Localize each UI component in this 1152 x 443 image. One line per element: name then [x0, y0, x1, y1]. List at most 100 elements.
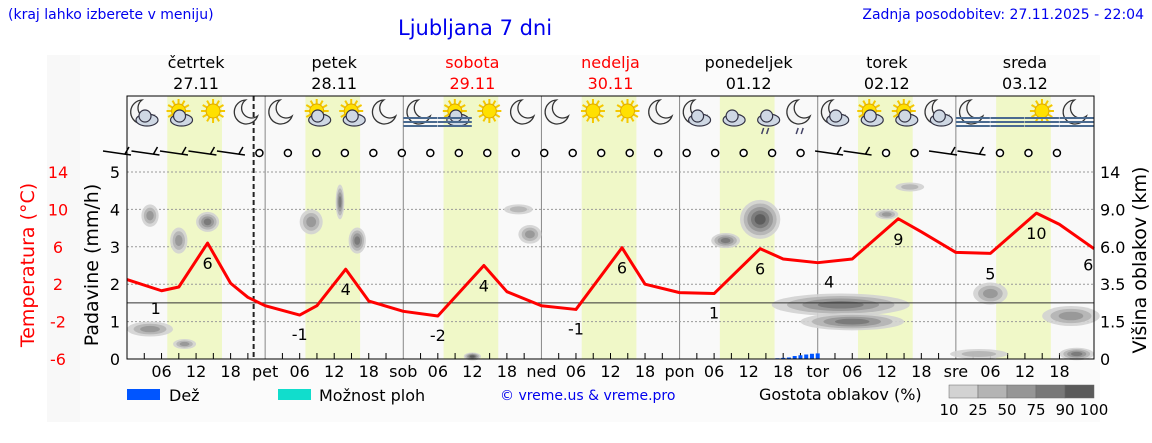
wind-barb-icon	[814, 150, 844, 156]
cloud-density-blob	[175, 234, 183, 247]
cloud-height-tick: 14	[1100, 163, 1120, 182]
credit-link[interactable]: © vreme.us & vreme.pro	[500, 388, 676, 404]
density-tick: 90	[1055, 401, 1074, 419]
fog-moon-icon	[955, 99, 990, 127]
legend-showers-swatch	[278, 389, 311, 400]
cloud-density-blob	[881, 212, 892, 217]
day-date: 30.11	[588, 74, 634, 93]
cloud-height-axis-label: Višina oblakov (km)	[1129, 167, 1151, 354]
cloud-density-blob	[754, 214, 766, 225]
moon-cloud-icon	[820, 99, 850, 127]
day-date: 02.12	[864, 74, 910, 93]
rain-cloud-icon	[757, 109, 781, 135]
hour-tick: 06	[428, 362, 448, 381]
temperature-axis-tick: -6	[50, 350, 66, 369]
day-abbr-tick: sre	[944, 362, 968, 381]
day-abbr-tick: pet	[252, 362, 278, 381]
fog-sun-cloud-icon	[437, 99, 472, 127]
day-name: ponedeljek	[705, 53, 794, 72]
precip-bar	[809, 353, 814, 359]
wind-barb-icon	[159, 150, 189, 156]
wind-barb-flag	[238, 146, 244, 155]
temperature-axis-tick: 6	[53, 238, 63, 257]
temperature-label: 10	[1026, 224, 1046, 243]
fog-moon-icon	[403, 99, 438, 127]
calm-wind-icon	[511, 148, 521, 158]
sun-icon	[615, 99, 640, 123]
temperature-label: 9	[893, 230, 903, 249]
calm-wind-icon	[739, 148, 748, 158]
cloud-density-blob	[146, 210, 154, 221]
temperature-label: 1	[151, 299, 161, 318]
wind-barb-icon	[928, 150, 958, 156]
daylight-band	[581, 96, 637, 359]
cloud-density-blob	[961, 351, 997, 358]
calm-wind-icon	[369, 148, 378, 158]
calm-wind-icon	[340, 148, 350, 158]
calm-wind-icon	[312, 148, 321, 158]
calm-wind-icon	[483, 148, 492, 158]
hour-tick: 06	[980, 362, 1000, 381]
cloud-density-blob	[306, 216, 317, 228]
day-name: sobota	[445, 53, 499, 72]
sun-cloud-icon	[304, 99, 332, 127]
calm-wind-icon	[397, 148, 407, 158]
cloud-icon	[722, 109, 746, 127]
density-swatch	[1006, 384, 1037, 399]
cloud-density-blob	[179, 341, 190, 347]
wind-barb-icon	[216, 150, 246, 156]
hour-tick: 06	[566, 362, 586, 381]
calm-wind-icon	[568, 148, 577, 158]
cloud-density-blob	[509, 206, 528, 213]
calm-wind-icon	[682, 148, 691, 158]
hour-tick: 12	[600, 362, 620, 381]
day-abbr-tick: tor	[806, 362, 829, 381]
calm-wind-icon	[426, 148, 435, 158]
fog-icon	[990, 117, 1025, 127]
cloud-density-blob	[901, 184, 919, 190]
cloud-density-blob	[140, 325, 160, 333]
legend-showers-label: Možnost ploh	[319, 386, 426, 405]
density-tick: 75	[1026, 401, 1045, 419]
wind-barb-flag	[124, 146, 130, 155]
precip-axis-tick: 1	[110, 313, 120, 332]
temperature-label: 6	[617, 259, 627, 278]
hour-tick: 12	[462, 362, 482, 381]
temperature-axis-label: Temperatura (°C)	[17, 183, 39, 348]
calm-wind-icon	[625, 148, 634, 158]
day-date: 29.11	[449, 74, 495, 93]
legend-rain-label: Dež	[169, 386, 200, 405]
moon-cloud-icon	[130, 99, 159, 127]
calm-wind-icon	[767, 148, 777, 158]
temperature-label: 6	[202, 254, 212, 273]
cloud-density-blob	[524, 230, 535, 239]
temperature-axis-tick: 10	[48, 200, 68, 219]
sun-cloud-icon	[339, 99, 366, 127]
calm-wind-icon	[995, 148, 1005, 158]
plot-frame	[126, 95, 1095, 360]
cloud-density-blob	[817, 301, 864, 309]
wind-barb-flag	[864, 146, 871, 155]
day-abbr-tick: sob	[389, 362, 417, 381]
cloud-height-tick: 9.0	[1100, 200, 1125, 219]
temperature-label: 6	[755, 260, 765, 279]
day-date: 27.11	[173, 74, 219, 93]
hour-tick: 12	[738, 362, 758, 381]
day-name: nedelja	[581, 53, 640, 72]
sun-icon	[201, 99, 226, 123]
hour-tick: 18	[1049, 362, 1069, 381]
moon-icon	[648, 99, 674, 125]
day-name: četrtek	[168, 53, 226, 72]
temperature-label: 5	[985, 264, 995, 283]
cloud-density-blob	[203, 218, 212, 226]
wind-barb-flag	[209, 146, 216, 155]
density-swatch	[948, 384, 979, 399]
calm-wind-icon	[255, 148, 264, 158]
hour-tick: 18	[635, 362, 655, 381]
hour-tick: 18	[220, 362, 240, 381]
hour-tick: 18	[773, 362, 793, 381]
hour-tick: 06	[704, 362, 724, 381]
legend-rain-swatch	[127, 389, 160, 400]
precip-axis-tick: 4	[110, 200, 120, 219]
calm-wind-icon	[910, 148, 919, 158]
